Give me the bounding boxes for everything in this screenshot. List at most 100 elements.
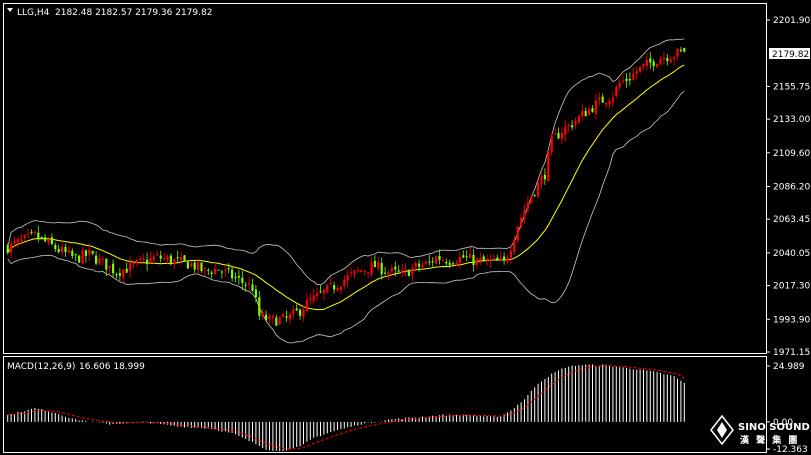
candle-body [367,272,370,274]
candle-body [234,277,237,279]
candle-body [401,270,404,274]
candle-body [513,239,516,252]
candle-body [312,295,315,301]
bollinger-bands [7,38,685,344]
candle-body [105,258,108,270]
candle-body [200,262,203,272]
candle-body [611,97,614,102]
candle-body [23,235,26,238]
candle-body [438,255,441,260]
candle-body [390,268,393,272]
price-tick-label: 2017.30 [773,282,810,292]
candle-body [679,50,682,52]
price-tick-label: 2133.00 [773,115,810,125]
price-tick-label: 2040.05 [773,249,810,259]
candle-body [482,256,485,261]
candle-body [27,233,30,235]
candle-body [227,268,230,270]
candle-body [492,257,495,259]
candle-body [509,250,512,258]
candle-body [258,297,261,316]
candle-body [475,259,478,265]
candle-body [146,259,149,264]
candle-body [608,100,611,104]
candle-body [214,268,217,275]
candle-body [278,317,281,325]
candle-body [84,250,87,256]
candle-body [676,49,679,57]
price-tick-label: 1993.90 [773,315,810,325]
candle-body [353,270,356,274]
candle-body [605,102,608,105]
candle-body [669,59,672,63]
candle-body [132,262,135,264]
candle-body [615,86,618,97]
candle-body [210,272,213,274]
candle-body [217,269,220,271]
candle-body [571,125,574,128]
candle-body [319,291,322,293]
candle-body [159,255,162,259]
candle-body [370,262,373,275]
candle-body [421,264,424,268]
candle-body [139,258,142,260]
candle-body [343,279,346,286]
price-axis: 2201.90 2155.75 2133.00 2109.60 2086.20 2063.… [766,16,810,358]
candle-body [431,261,434,263]
candle-body [47,239,50,244]
candle-body [584,111,587,117]
candle-body [261,313,264,317]
candle-body [516,226,519,241]
candle-body [316,293,319,296]
candle-body [336,287,339,291]
candle-body [339,286,342,290]
candle-body [268,315,271,319]
candle-body [254,289,257,298]
macd-values: 16.606 18.999 [79,362,145,372]
candle-body [628,78,631,81]
candle-body [363,270,366,272]
dropdown-arrow-icon[interactable] [7,8,13,12]
candlesticks [6,46,686,326]
candle-body [554,133,557,135]
candle-body [163,257,166,259]
candle-body [302,309,305,317]
candle-body [329,283,332,285]
candle-body [237,275,240,278]
candle-body [414,263,417,267]
macd-tick-label: 0.00 [773,418,793,428]
candle-body [356,270,359,272]
candle-body [37,232,40,239]
current-price-label: 2179.82 [772,50,809,60]
candle-body [275,317,278,326]
candle-body [193,262,196,270]
candle-body [564,126,567,135]
candle-body [588,108,591,115]
candle-body [190,263,193,267]
candle-body [16,239,19,243]
candle-body [489,259,492,261]
candle-body [71,250,74,256]
logo-text: SINO SOUND [738,422,810,433]
candle-body [20,239,23,242]
moving-average [7,64,685,311]
price-tick-label: 2063.45 [773,215,810,225]
candle-body [394,266,397,270]
candle-body [125,268,128,273]
candle-body [265,314,268,321]
candle-body [380,263,383,275]
candle-body [108,265,111,268]
candle-body [645,60,648,66]
candle-body [282,314,285,317]
candle-body [180,257,183,260]
candle-body [543,174,546,180]
macd-tick-label: 24.989 [773,362,805,372]
candle-body [567,124,570,126]
candle-body [574,120,577,126]
candle-body [149,257,152,263]
candle-body [656,63,659,67]
candle-body [67,250,70,253]
candle-body [598,97,601,100]
candle-body [486,258,489,261]
